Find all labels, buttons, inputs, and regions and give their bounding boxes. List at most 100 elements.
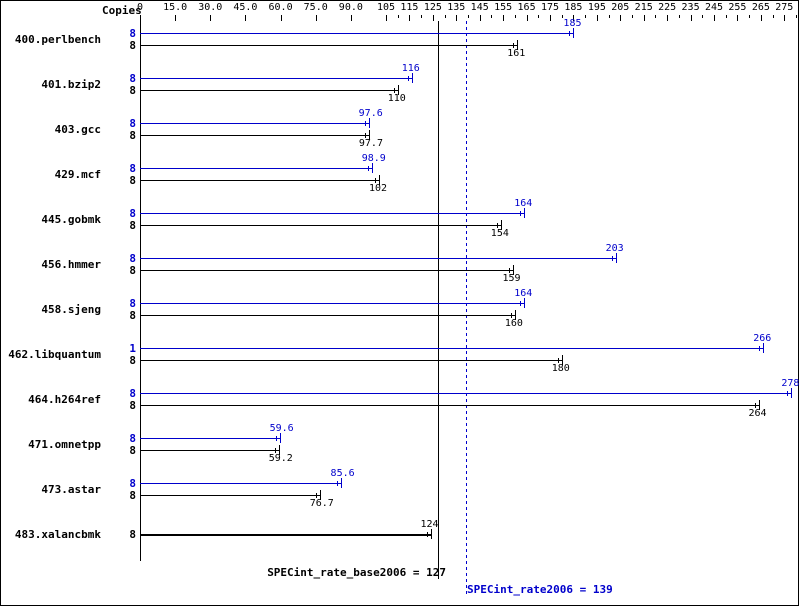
bar-tick (520, 301, 521, 306)
bar-cap (431, 529, 432, 539)
bar-tick (612, 256, 613, 261)
bar-peak (140, 213, 524, 214)
bar-cap (412, 73, 413, 83)
axis-tick-label: 195 (588, 2, 606, 13)
axis-tick (527, 15, 528, 21)
bar-peak (140, 78, 412, 79)
axis-tick (761, 15, 762, 21)
bar-base (140, 450, 279, 451)
axis-tick (245, 15, 246, 21)
copies-column-header: Copies (102, 4, 142, 17)
axis-minor-tick (609, 15, 610, 18)
axis-tick-label: 245 (705, 2, 723, 13)
axis-tick (597, 15, 598, 21)
bar-base (140, 180, 379, 181)
bar-base (140, 270, 513, 271)
copies-count: 8 (1, 399, 136, 412)
bar-peak (140, 123, 369, 124)
bar-base (140, 225, 501, 226)
bar-tick (759, 346, 760, 351)
bar-base (140, 405, 759, 406)
axis-tick-label: 90.0 (339, 2, 363, 13)
axis-minor-tick (468, 15, 469, 18)
bar-cap (372, 163, 373, 173)
axis-tick-label: 15.0 (163, 2, 187, 13)
bar-cap (573, 28, 574, 38)
spec-rate-chart: 015.030.045.060.075.090.0105115125135145… (0, 0, 799, 606)
bar-base (140, 45, 517, 46)
axis-minor-tick (398, 15, 399, 18)
axis-tick-label: 225 (658, 2, 676, 13)
bar-tick (787, 391, 788, 396)
bar-value-label: 85.6 (331, 468, 355, 479)
bar-peak (140, 303, 524, 304)
axis-tick-label: 45.0 (233, 2, 257, 13)
bar-cap (369, 118, 370, 128)
axis-tick (691, 15, 692, 21)
copies-count: 8 (1, 174, 136, 187)
bar-value-label: 102 (369, 183, 387, 194)
axis-tick (480, 15, 481, 21)
bar-peak (140, 168, 372, 169)
axis-tick (737, 15, 738, 21)
bar-cap (763, 343, 764, 353)
bar-value-label: 124 (421, 519, 439, 530)
score-base-label: SPECint_rate_base2006 = 127 (267, 566, 446, 579)
axis-minor-tick (515, 15, 516, 18)
bar-tick (408, 76, 409, 81)
bar-value-label: 59.6 (270, 423, 294, 434)
axis-tick-label: 145 (471, 2, 489, 13)
axis-minor-tick (749, 15, 750, 18)
bar-base (140, 90, 398, 91)
axis-minor-tick (702, 15, 703, 18)
bar-value-label: 266 (753, 333, 771, 344)
bar-value-label: 164 (514, 198, 532, 209)
bar-value-label: 98.9 (362, 153, 386, 164)
ref-line-base (438, 21, 439, 579)
axis-tick (175, 15, 176, 21)
axis-tick (667, 15, 668, 21)
bar-tick (520, 211, 521, 216)
bar-base (140, 360, 562, 361)
axis-tick-label: 235 (682, 2, 700, 13)
bar-tick (276, 436, 277, 441)
bar-base (140, 135, 369, 136)
axis-tick (409, 15, 410, 21)
bar-peak (140, 393, 791, 394)
score-peak-label: SPECint_rate2006 = 139 (467, 583, 613, 596)
bar-value-label: 97.6 (359, 108, 383, 119)
bar-base (140, 315, 515, 316)
axis-tick (386, 15, 387, 21)
axis-tick (351, 15, 352, 21)
axis-tick-label: 215 (635, 2, 653, 13)
bar-peak (140, 438, 280, 439)
bar-peak (140, 483, 341, 484)
y-axis-line (140, 21, 141, 561)
axis-tick-label: 265 (752, 2, 770, 13)
bar-cap (524, 208, 525, 218)
bar-value-label: 264 (749, 408, 767, 419)
axis-minor-tick (445, 15, 446, 18)
bar-peak (140, 348, 763, 349)
bar-value-label: 97.7 (359, 138, 383, 149)
bar-value-label: 159 (503, 273, 521, 284)
axis-tick-label: 155 (494, 2, 512, 13)
axis-tick (784, 15, 785, 21)
axis-tick (210, 15, 211, 21)
copies-count: 8 (1, 84, 136, 97)
axis-minor-tick (491, 15, 492, 18)
copies-count: 8 (1, 528, 136, 541)
copies-count: 8 (1, 219, 136, 232)
bar-tick (368, 166, 369, 171)
bar-peak (140, 33, 573, 34)
axis-tick-label: 105 (377, 2, 395, 13)
axis-minor-tick (726, 15, 727, 18)
bar-tick (365, 121, 366, 126)
axis-tick (503, 15, 504, 21)
bar-value-label: 185 (563, 18, 581, 29)
bar-cap (280, 433, 281, 443)
bar-value-label: 116 (402, 63, 420, 74)
bar-value-label: 161 (507, 48, 525, 59)
axis-minor-tick (632, 15, 633, 18)
bar-value-label: 154 (491, 228, 509, 239)
